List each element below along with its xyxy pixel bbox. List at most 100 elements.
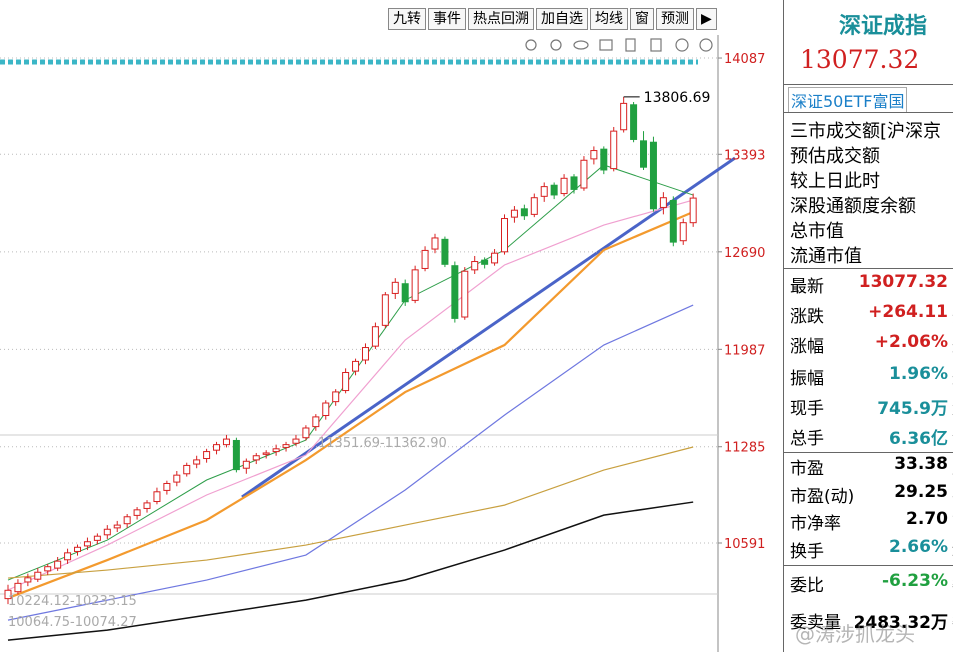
quote-row: 涨跌+264.11开 bbox=[790, 302, 953, 327]
candle-body bbox=[411, 269, 419, 301]
candle-body bbox=[451, 265, 459, 319]
quote-label: 委卖量 bbox=[790, 613, 841, 633]
candle-body bbox=[183, 464, 191, 475]
info-item: 预估成交额 bbox=[790, 146, 880, 167]
quote-label: 市盈 bbox=[790, 459, 824, 479]
toolbar-button[interactable]: 预测 bbox=[656, 8, 694, 30]
info-item: 总市值 bbox=[790, 221, 844, 242]
toolbar: 九转 事件 热点回溯 加自选 均线窗预测 ▶ bbox=[388, 8, 717, 30]
quote-label: 现手 bbox=[790, 399, 824, 419]
candle-body bbox=[421, 249, 429, 269]
range-label: 11351.69-11362.90 bbox=[318, 436, 447, 451]
candle-body bbox=[153, 491, 161, 503]
index-title: 深证成指 bbox=[839, 14, 928, 39]
candle-body bbox=[113, 524, 121, 529]
candle-body bbox=[659, 197, 667, 208]
quote-label: 市盈(动) bbox=[790, 487, 855, 507]
candle-body bbox=[342, 372, 350, 392]
candle-body bbox=[34, 571, 42, 580]
candle-body bbox=[381, 294, 389, 326]
candle-body bbox=[620, 102, 628, 131]
info-item: 较上日此时 bbox=[790, 171, 880, 192]
candle-body bbox=[123, 516, 131, 525]
candle-body bbox=[679, 222, 687, 242]
y-tick-label: 14087 bbox=[724, 52, 765, 67]
candle-body bbox=[481, 259, 489, 265]
quote-label: 振幅 bbox=[790, 369, 824, 389]
info-item: 深股通额度余额 bbox=[790, 196, 916, 217]
candle-body bbox=[550, 184, 558, 196]
candle-body bbox=[14, 582, 22, 593]
quote-label: 换手 bbox=[790, 542, 824, 562]
moving-average bbox=[7, 501, 694, 641]
candle-body bbox=[163, 482, 171, 491]
candle-body bbox=[332, 391, 340, 403]
toolbar-button[interactable]: 事件 bbox=[428, 8, 466, 30]
quote-row: 委比-6.23%委 bbox=[790, 571, 953, 596]
candle-body bbox=[54, 560, 62, 569]
toolbar-button[interactable]: 均线 bbox=[590, 8, 628, 30]
quote-label: 市净率 bbox=[790, 514, 841, 534]
candle-body bbox=[441, 238, 449, 265]
candle-body bbox=[570, 176, 578, 190]
range-label: 10224.12-10233.15 bbox=[8, 594, 137, 609]
candle-body bbox=[361, 347, 369, 361]
range-label: 10064.75-10074.27 bbox=[8, 615, 137, 630]
toolbar-button[interactable]: 加自选 bbox=[536, 8, 588, 30]
candle-body bbox=[222, 438, 230, 446]
quote-value: 13077.32 bbox=[858, 272, 948, 292]
etf-link[interactable]: 深证50ETF富国 bbox=[788, 87, 908, 113]
candle-body bbox=[203, 451, 211, 460]
candle-body bbox=[272, 448, 280, 453]
candle-body bbox=[302, 427, 310, 439]
toolbar-button[interactable]: 窗 bbox=[630, 8, 654, 30]
candle-body bbox=[461, 270, 469, 318]
y-tick-label: 12690 bbox=[724, 246, 765, 261]
quote-value: 33.38 bbox=[894, 454, 948, 474]
trend-line bbox=[241, 156, 736, 499]
candle-body bbox=[371, 326, 379, 347]
quote-label: 委比 bbox=[790, 576, 824, 596]
peak-label: 13806.69 bbox=[644, 90, 711, 106]
moving-average bbox=[7, 199, 694, 591]
quote-value: +2.06% bbox=[874, 332, 948, 352]
chart: 14087 13393 12690 11987 11285 10591 13806.69 11… bbox=[0, 35, 765, 652]
candle-body bbox=[64, 552, 72, 561]
quote-label: 总手 bbox=[790, 429, 824, 449]
candle-body bbox=[173, 474, 181, 483]
candle-body bbox=[282, 444, 290, 448]
candle-body bbox=[44, 566, 52, 572]
candle-body bbox=[510, 209, 518, 218]
candle-body bbox=[391, 281, 399, 294]
quote-value: 6.36亿 bbox=[889, 429, 948, 449]
quote-value: -6.23% bbox=[881, 571, 948, 591]
quote-value: 2483.32万 bbox=[853, 613, 948, 633]
candle-body bbox=[520, 208, 528, 217]
moving-average bbox=[7, 164, 694, 581]
quote-row: 市盈(动)29.25平 bbox=[790, 482, 953, 507]
candle-body bbox=[4, 589, 12, 600]
quote-label: 最新 bbox=[790, 277, 824, 297]
info-item: 三市成交额[沪深京 bbox=[790, 121, 942, 142]
candle-body bbox=[252, 455, 260, 461]
toolbar-button[interactable]: 热点回溯 bbox=[468, 8, 534, 30]
toolbar-button[interactable]: 九转 bbox=[388, 8, 426, 30]
candle-body bbox=[93, 535, 101, 541]
candle-body bbox=[580, 159, 588, 189]
quote-value: 745.9万 bbox=[877, 399, 948, 419]
info-item: 流通市值 bbox=[790, 246, 862, 267]
candle-body bbox=[133, 509, 141, 516]
candle-body bbox=[590, 150, 598, 160]
candle-body bbox=[530, 197, 538, 215]
toolbar-button[interactable]: ▶ bbox=[696, 8, 717, 30]
quote-panel: 深证成指 13077.32 深证50ETF富国 三市成交额[沪深京 预估成交额较上… bbox=[783, 0, 953, 652]
quote-row: 振幅1.96%最 bbox=[790, 364, 953, 389]
candle-body bbox=[431, 237, 439, 250]
quote-value: 2.66% bbox=[889, 537, 948, 557]
quote-row: 涨幅+2.06%最 bbox=[790, 332, 953, 357]
moving-average bbox=[7, 446, 694, 579]
candle-body bbox=[193, 459, 201, 465]
